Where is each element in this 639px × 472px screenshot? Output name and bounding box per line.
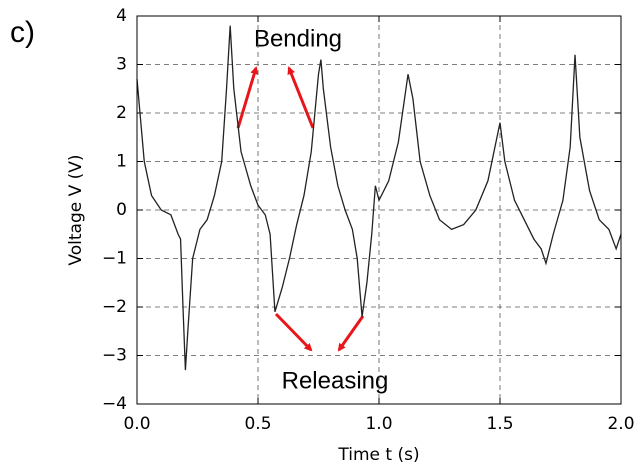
x-tick-label: 0.0 <box>123 414 150 434</box>
x-tick-label: 0.5 <box>244 414 271 434</box>
y-tick-label: 3 <box>116 55 127 75</box>
y-tick-label: 2 <box>116 103 127 123</box>
y-tick-label: −3 <box>102 346 127 366</box>
panel-label: c) <box>10 16 35 49</box>
arrows <box>236 66 365 352</box>
annotation: Releasing <box>282 367 389 394</box>
data-line <box>136 25 622 371</box>
y-tick-label: −2 <box>102 297 127 317</box>
y-axis-label: Voltage V (V) <box>66 154 86 265</box>
x-tick-label: 1.5 <box>486 414 513 434</box>
y-tick-label: −1 <box>102 249 127 269</box>
y-tick-label: 0 <box>116 200 127 220</box>
annotation: Bending <box>254 25 342 52</box>
plot-frame <box>136 15 622 405</box>
y-tick-label: 4 <box>116 6 127 26</box>
x-tick-label: 2.0 <box>607 414 634 434</box>
y-tick-label: −4 <box>102 394 127 414</box>
y-tick-label: 1 <box>116 152 127 172</box>
x-axis-label: Time t (s) <box>337 445 419 465</box>
x-tick-label: 1.0 <box>365 414 392 434</box>
